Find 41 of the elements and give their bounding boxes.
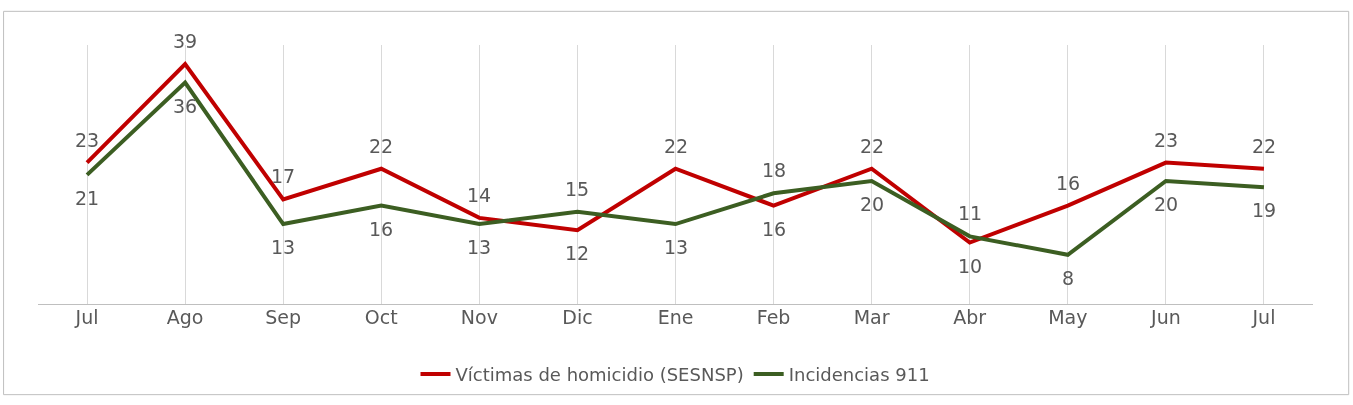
data-label: 17 xyxy=(271,165,296,187)
data-label: 10 xyxy=(958,255,983,277)
legend-label: Incidencias 911 xyxy=(788,364,930,386)
x-tick-label: May xyxy=(1048,306,1088,328)
x-tick-label: Jul xyxy=(1251,306,1276,328)
x-tick-label: Jun xyxy=(1150,306,1181,328)
data-label: 12 xyxy=(565,242,590,264)
x-tick-label: Nov xyxy=(460,306,498,328)
data-label: 39 xyxy=(173,30,198,52)
data-label: 13 xyxy=(271,236,296,258)
data-label: 36 xyxy=(173,95,198,117)
x-tick-label: Abr xyxy=(953,306,987,328)
x-tick-label: Dic xyxy=(562,306,593,328)
x-tick-label: Feb xyxy=(756,306,791,328)
x-tick-label: Sep xyxy=(265,306,302,328)
x-tick-label: Ago xyxy=(166,306,204,328)
data-label: 11 xyxy=(958,202,983,224)
data-label: 22 xyxy=(1252,135,1277,157)
data-label: 14 xyxy=(467,184,492,206)
data-label: 8 xyxy=(1062,267,1075,289)
data-label: 22 xyxy=(369,135,394,157)
x-tick-label: Oct xyxy=(364,306,398,328)
data-label: 20 xyxy=(1154,193,1179,215)
data-label: 19 xyxy=(1252,199,1277,221)
data-label: 22 xyxy=(860,135,885,157)
x-tick-label: Ene xyxy=(657,306,694,328)
data-label: 20 xyxy=(860,193,885,215)
data-label: 18 xyxy=(762,159,787,181)
data-label: 16 xyxy=(369,218,394,240)
data-label: 23 xyxy=(1154,129,1179,151)
data-label: 22 xyxy=(664,135,689,157)
data-label: 13 xyxy=(664,236,689,258)
data-label: 21 xyxy=(75,187,100,209)
data-label: 16 xyxy=(1056,172,1081,194)
x-tick-label: Jul xyxy=(74,306,99,328)
x-tick-label: Mar xyxy=(853,306,890,328)
data-label: 16 xyxy=(762,218,787,240)
data-label: 13 xyxy=(467,236,492,258)
data-label: 15 xyxy=(565,178,590,200)
legend-label: Víctimas de homicidio (SESNSP) xyxy=(455,364,744,386)
data-label: 23 xyxy=(75,129,100,151)
